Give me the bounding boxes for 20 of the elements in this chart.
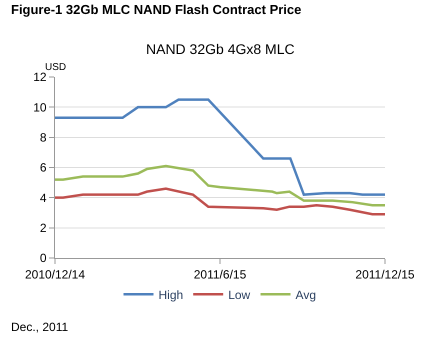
legend-label: Avg	[296, 288, 316, 302]
x-tick-label: 2011/12/15	[355, 267, 415, 282]
x-tick-label: 2011/6/15	[194, 267, 247, 282]
y-tick-label: 2	[40, 221, 47, 236]
line-series	[55, 98, 385, 196]
y-tick-label: 12	[33, 70, 47, 84]
y-tick-label: 10	[33, 100, 47, 114]
y-tick-label: 0	[40, 251, 47, 266]
y-tick-label: 6	[40, 160, 47, 175]
chart-subtitle: NAND 32Gb 4Gx8 MLC	[146, 41, 295, 57]
chart-title: Figure-1 32Gb MLC NAND Flash Contract Price	[11, 2, 302, 17]
text: Dec., 2011	[11, 320, 68, 334]
y-tick-label: 4	[40, 190, 47, 205]
y-tick-label: 8	[40, 130, 47, 145]
line-series	[55, 164, 385, 206]
y-axis-title: USD	[45, 62, 66, 73]
x-tick-label: 2010/12/14	[24, 267, 86, 282]
legend-label: Low	[228, 288, 251, 302]
legend-label: High	[158, 288, 184, 302]
line-series	[55, 187, 385, 216]
